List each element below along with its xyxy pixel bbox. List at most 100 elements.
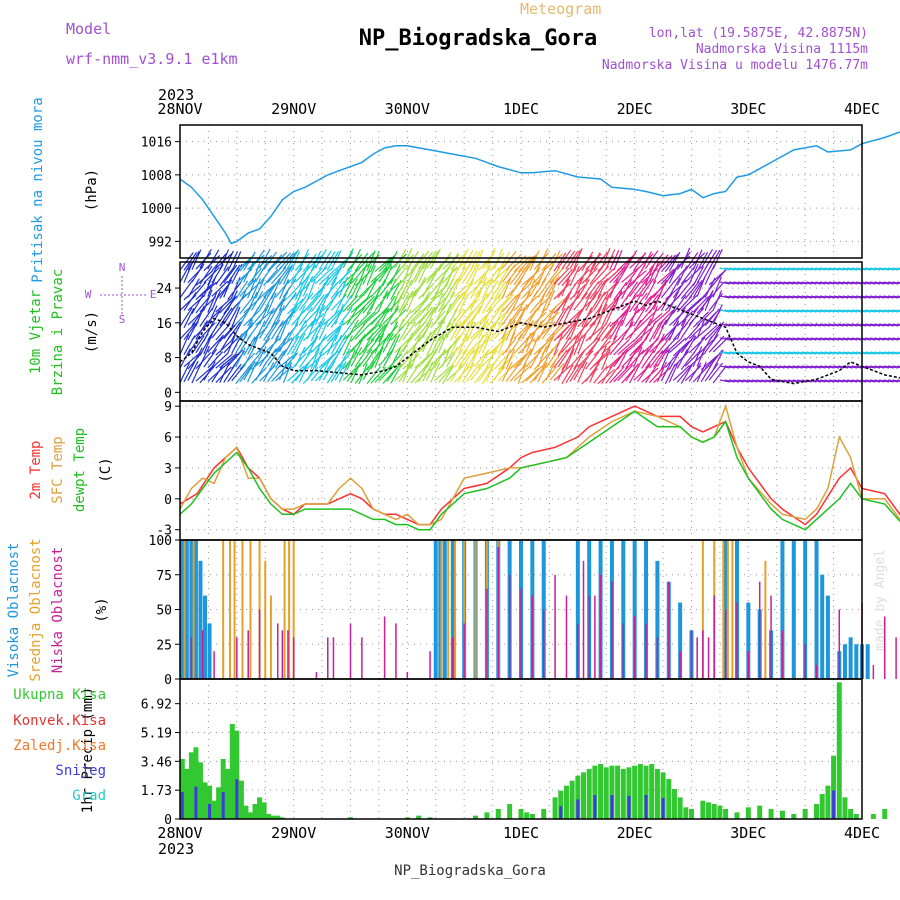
wind-barb (501, 349, 512, 370)
wind-barb (601, 364, 614, 385)
wind-barb (712, 248, 723, 270)
wind-barb (529, 295, 545, 314)
wind-barb (422, 306, 435, 327)
wind-barb (733, 281, 744, 285)
precip-bar (563, 785, 569, 819)
wind-barb (255, 310, 273, 326)
wind-barb (778, 281, 790, 285)
x-tick-top-label: 28NOV (157, 100, 202, 118)
wind-barb (760, 267, 771, 271)
wind-barb (219, 353, 237, 369)
cloud-mid-bar (229, 540, 232, 679)
cloud-high-bar (865, 644, 870, 679)
wind-barb (737, 309, 749, 313)
wind-barb (628, 305, 639, 327)
wind-barb (414, 322, 429, 341)
wind-barb (672, 294, 687, 314)
cloud-low-bar (838, 609, 841, 679)
wind-barb (769, 295, 781, 299)
wind-barb (810, 337, 821, 341)
wind-barb (298, 320, 314, 339)
wind-barb (656, 310, 674, 327)
precip-bar (660, 772, 666, 819)
cloud-low-bar (668, 581, 670, 679)
precip-bar (216, 787, 222, 819)
wind-barb (806, 351, 817, 355)
wind-barb (513, 255, 531, 272)
wind-barb (191, 263, 205, 283)
precip-bar (279, 817, 285, 819)
wind-barb (632, 346, 643, 368)
wind-barb (577, 333, 587, 355)
wind-barb (878, 323, 890, 327)
wind-barb (565, 250, 579, 270)
wind-barb (797, 323, 808, 327)
wind-barb (593, 252, 608, 271)
wind-barb (684, 281, 700, 300)
cloud-high-bar (184, 540, 189, 679)
wind-barb (815, 351, 826, 355)
wind-barb (815, 281, 826, 285)
precip-bar (643, 765, 649, 819)
wind-barb (847, 309, 858, 313)
wind-barb (719, 365, 731, 369)
wind-barb (243, 251, 256, 271)
wind-barb (549, 362, 565, 381)
wind-barb (454, 281, 472, 298)
wind-barb (733, 295, 744, 299)
wind-barb (668, 277, 681, 298)
wind-barb (442, 303, 452, 325)
wind-barb (310, 251, 322, 272)
wind-barb (645, 312, 663, 329)
wind-barb (306, 335, 319, 356)
wind-barb (819, 281, 831, 285)
wind-barb (801, 267, 812, 271)
cloud-low-bar (277, 623, 279, 679)
wind-barb (461, 321, 474, 342)
wind-barb (760, 309, 771, 313)
wind-barb (557, 279, 571, 299)
wind-barb (485, 267, 500, 287)
precip-bar (836, 682, 842, 819)
wind-barb (469, 305, 482, 326)
wind-barb (402, 353, 420, 370)
wind-barb (247, 351, 263, 369)
wind-barb (865, 281, 876, 285)
wind-barb (878, 379, 890, 383)
wind-barb (402, 361, 412, 383)
wind-barb (450, 362, 463, 383)
wind-barb (842, 295, 853, 299)
wind-barb (366, 335, 382, 354)
wind-barb (350, 266, 366, 285)
wind-barb (668, 290, 680, 311)
wind-barb (434, 334, 445, 355)
wind-barb (398, 268, 415, 286)
wind-barb (453, 266, 467, 286)
wind-barb (477, 276, 488, 298)
wind-barb (815, 323, 826, 327)
wind-barb (569, 290, 581, 311)
wind-barb (760, 295, 771, 299)
wind-barb (869, 379, 881, 383)
wind-barb (223, 250, 234, 271)
wind-barb (442, 291, 456, 311)
wind-barb (271, 251, 288, 269)
cloud-low-bar (645, 623, 647, 679)
precip-bar (603, 767, 609, 819)
wind-barb (366, 366, 381, 385)
cloud-low-bar (406, 672, 409, 679)
precip-bar (541, 809, 547, 819)
wind-barb (724, 379, 735, 383)
cloud-low-bar (895, 637, 897, 679)
wind-barb (342, 268, 361, 284)
wind-barb (838, 323, 849, 327)
wind-barb (286, 321, 299, 341)
wind-barb (733, 337, 744, 341)
precip-bar (257, 797, 263, 819)
wind-barb (819, 323, 831, 327)
wind-barb (286, 249, 300, 269)
wind-barb (434, 348, 446, 369)
wind-barb (438, 352, 454, 370)
wind-barb (322, 325, 341, 342)
wind-barb (318, 319, 329, 340)
